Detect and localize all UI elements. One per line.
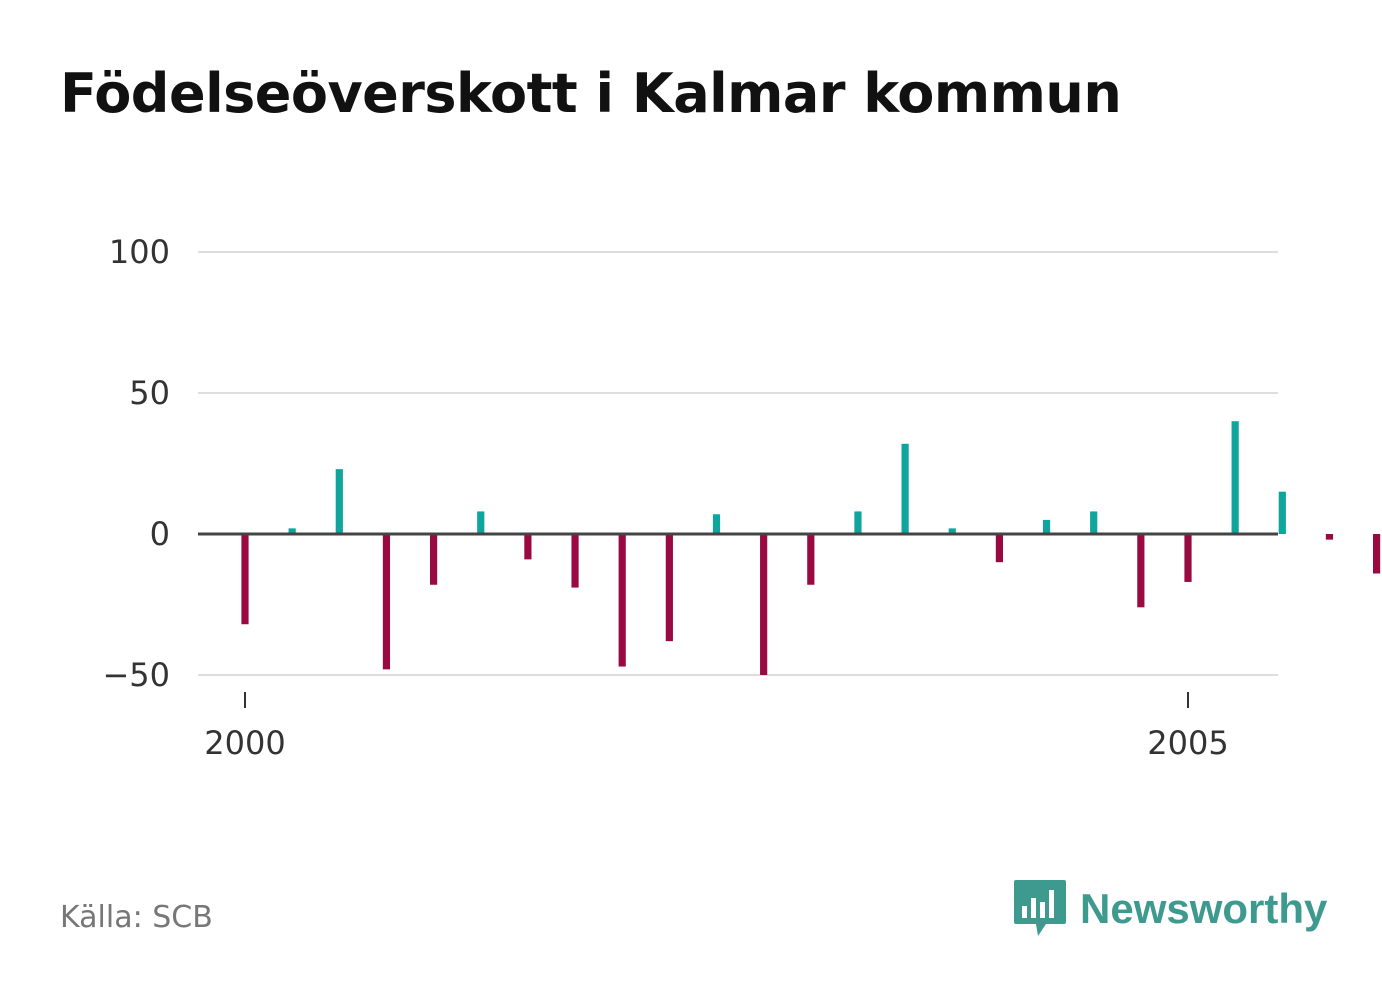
bar [477,511,485,534]
bar [854,511,862,534]
bar-chart: −50050100200020052010201520202025 [102,233,1381,762]
bar [524,534,532,560]
x-tick-label: 2005 [1147,724,1228,762]
bar [948,528,956,534]
axes: −50050100200020052010201520202025 [102,233,1278,762]
bar [288,528,296,534]
bar [1090,511,1098,534]
bar [712,514,721,534]
brand-name: Newsworthy [1080,885,1328,932]
x-tick-label: 2000 [204,724,285,762]
bar [430,534,438,585]
bar [618,534,626,667]
bar [995,534,1003,563]
bar [1325,534,1334,540]
y-tick-label: −50 [102,656,170,694]
bar [1184,534,1192,582]
chart-title: Födelseöverskott i Kalmar kommun [60,62,1122,125]
bar [665,534,673,642]
bar [1373,534,1381,574]
bar [1042,519,1051,534]
bar [1231,421,1239,534]
bar-chart-speech-bubble-icon [1014,880,1066,936]
bar [1278,491,1286,534]
bar [382,534,391,670]
bars [241,421,1381,675]
gridlines [198,251,1278,676]
y-tick-label: 50 [129,374,170,412]
brand-logo: Newsworthy [1012,878,1327,940]
bar [901,443,909,534]
bar [760,534,768,675]
source-note: Källa: SCB [60,900,213,935]
bar [335,469,343,534]
bar [241,534,249,625]
y-tick-label: 100 [109,233,170,271]
y-tick-label: 0 [150,515,170,553]
bar [1137,534,1145,608]
bar [807,534,815,585]
bar [571,534,579,588]
